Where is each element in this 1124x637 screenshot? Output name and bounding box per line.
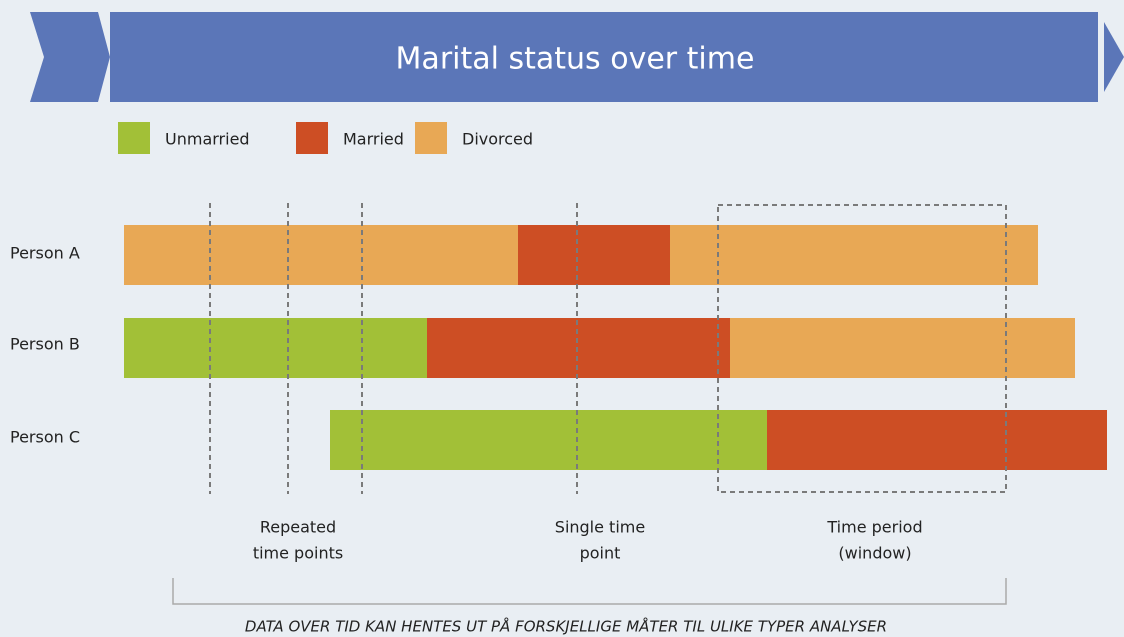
annotation: point [580,544,621,563]
segment [518,225,670,285]
legend-label: Unmarried [165,130,250,149]
segment [124,225,518,285]
annotation: Time period [826,518,922,537]
segment [767,410,1107,470]
legend: Unmarried Married Divorced [118,122,533,154]
annotation: Single time [555,518,645,537]
banner [110,12,1098,102]
footer: DATA OVER TID KAN HENTES UT PÅ FORSKJELL… [245,617,887,636]
time-window [717,204,1007,493]
annotation: time points [253,544,343,563]
person-label: Person B [10,335,80,354]
banner-tip [1104,22,1124,92]
person-label: Person C [10,428,80,447]
segment [124,318,427,378]
segment [427,318,730,378]
legend-swatch [296,122,328,154]
segment [670,225,1038,285]
segment [730,318,1075,378]
legend-label: Divorced [462,130,533,149]
bracket [172,578,1007,605]
person-label: Person A [10,244,80,263]
annotation: Repeated [260,518,336,537]
legend-label: Married [343,130,404,149]
segment [330,410,767,470]
title: Marital status over time [396,42,755,77]
annotation: (window) [838,544,911,563]
legend-swatch [118,122,150,154]
timeline [124,225,1107,470]
legend-swatch [415,122,447,154]
banner-notch [30,12,110,102]
